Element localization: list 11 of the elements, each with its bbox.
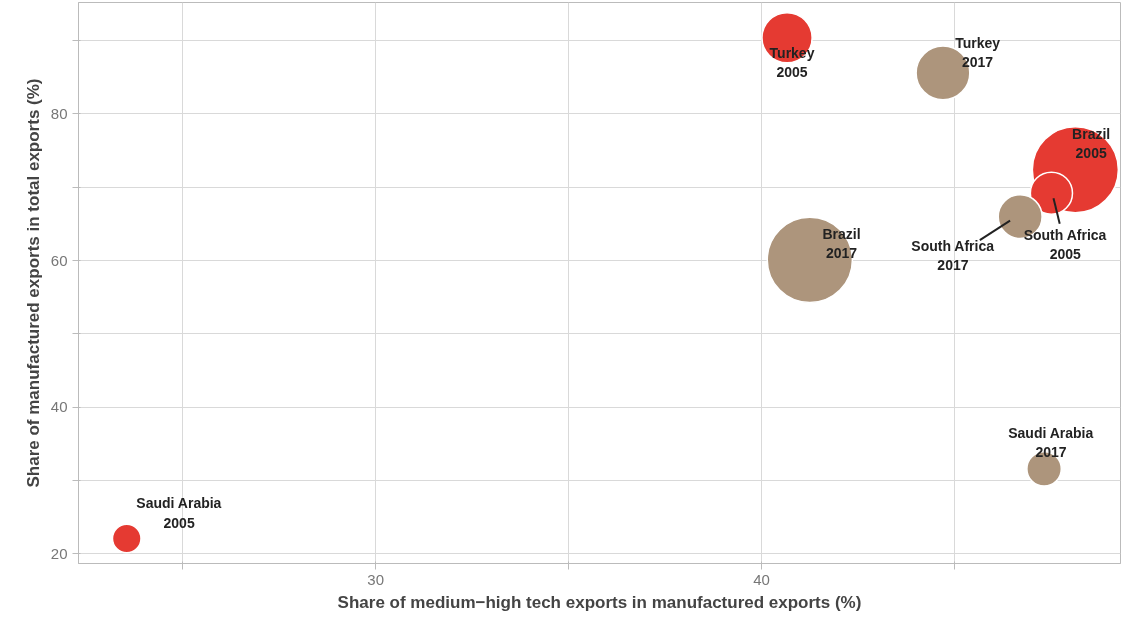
- annotation: South Africa 2017: [911, 238, 995, 274]
- y-tick-label: 20: [50, 544, 68, 562]
- annotation: Saudi Arabia 2017: [1008, 424, 1094, 461]
- y-axis-title: Share of manufactured exports in total exports (%): [23, 78, 43, 488]
- annotation: South Africa 2005: [1023, 226, 1107, 262]
- x-axis-title: Share of medium−high tech exports in manufactured exports (%): [337, 592, 862, 612]
- y-tick-label: 60: [50, 251, 68, 269]
- y-tick-label: 40: [50, 398, 68, 416]
- x-tick-label: 30: [367, 570, 385, 588]
- annotation: Saudi Arabia 2005: [136, 495, 222, 531]
- y-tick-label: 80: [50, 104, 68, 122]
